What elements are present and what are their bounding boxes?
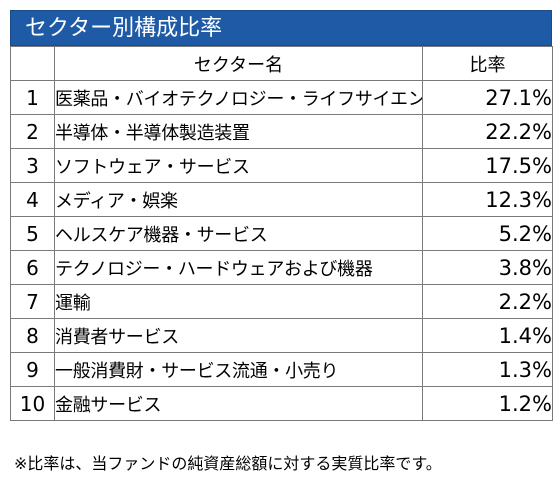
table-row: 4 メディア・娯楽 12.3% bbox=[10, 182, 553, 217]
row-sector: テクノロジー・ハードウェアおよび機器 bbox=[54, 250, 423, 285]
row-no: 5 bbox=[10, 216, 55, 251]
row-ratio: 17.5% bbox=[422, 148, 553, 183]
row-sector: 金融サービス bbox=[54, 386, 423, 421]
footnote: ※比率は、当ファンドの純資産総額に対する実質比率です。 bbox=[14, 454, 442, 473]
table-title: セクター別構成比率 bbox=[25, 16, 223, 41]
row-no: 1 bbox=[10, 80, 55, 115]
table-row: 10 金融サービス 1.2% bbox=[10, 386, 553, 421]
row-no: 2 bbox=[10, 114, 55, 149]
row-no: 7 bbox=[10, 284, 55, 319]
sector-table: セクター名 比率 1 医薬品・バイオテクノロジー・ライフサイエンス 27.1% … bbox=[10, 46, 553, 421]
table-row: 8 消費者サービス 1.4% bbox=[10, 318, 553, 353]
row-no: 10 bbox=[10, 386, 55, 421]
row-no: 3 bbox=[10, 148, 55, 183]
row-ratio: 12.3% bbox=[422, 182, 553, 217]
table-row: 5 ヘルスケア機器・サービス 5.2% bbox=[10, 216, 553, 251]
row-no: 9 bbox=[10, 352, 55, 387]
row-ratio: 2.2% bbox=[422, 284, 553, 319]
row-sector: 運輸 bbox=[54, 284, 423, 319]
row-sector: 一般消費財・サービス流通・小売り bbox=[54, 352, 423, 387]
header-no bbox=[10, 46, 55, 81]
table-row: 3 ソフトウェア・サービス 17.5% bbox=[10, 148, 553, 183]
row-no: 4 bbox=[10, 182, 55, 217]
table-row: 6 テクノロジー・ハードウェアおよび機器 3.8% bbox=[10, 250, 553, 285]
row-ratio: 5.2% bbox=[422, 216, 553, 251]
header-ratio: 比率 bbox=[422, 46, 553, 81]
table-row: 9 一般消費財・サービス流通・小売り 1.3% bbox=[10, 352, 553, 387]
header-sector-name: セクター名 bbox=[54, 46, 423, 81]
row-no: 8 bbox=[10, 318, 55, 353]
table-row: 1 医薬品・バイオテクノロジー・ライフサイエンス 27.1% bbox=[10, 80, 553, 115]
row-sector: メディア・娯楽 bbox=[54, 182, 423, 217]
title-bar: セクター別構成比率 bbox=[10, 10, 552, 46]
row-sector: ヘルスケア機器・サービス bbox=[54, 216, 423, 251]
row-no: 6 bbox=[10, 250, 55, 285]
row-sector: 消費者サービス bbox=[54, 318, 423, 353]
row-ratio: 3.8% bbox=[422, 250, 553, 285]
row-sector: 半導体・半導体製造装置 bbox=[54, 114, 423, 149]
row-ratio: 1.2% bbox=[422, 386, 553, 421]
row-ratio: 22.2% bbox=[422, 114, 553, 149]
table-row: 2 半導体・半導体製造装置 22.2% bbox=[10, 114, 553, 149]
table-row: 7 運輸 2.2% bbox=[10, 284, 553, 319]
row-sector: ソフトウェア・サービス bbox=[54, 148, 423, 183]
row-ratio: 27.1% bbox=[422, 80, 553, 115]
row-ratio: 1.4% bbox=[422, 318, 553, 353]
header-row: セクター名 比率 bbox=[10, 46, 553, 81]
row-sector: 医薬品・バイオテクノロジー・ライフサイエンス bbox=[54, 80, 423, 115]
row-ratio: 1.3% bbox=[422, 352, 553, 387]
